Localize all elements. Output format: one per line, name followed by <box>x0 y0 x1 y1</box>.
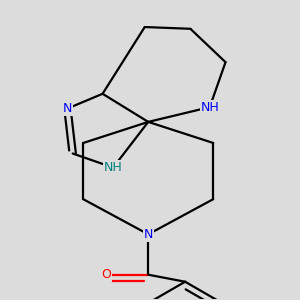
Text: NH: NH <box>200 100 219 114</box>
Text: NH: NH <box>104 161 122 174</box>
Text: N: N <box>144 228 153 241</box>
Text: N: N <box>63 102 72 115</box>
Text: O: O <box>101 268 111 281</box>
